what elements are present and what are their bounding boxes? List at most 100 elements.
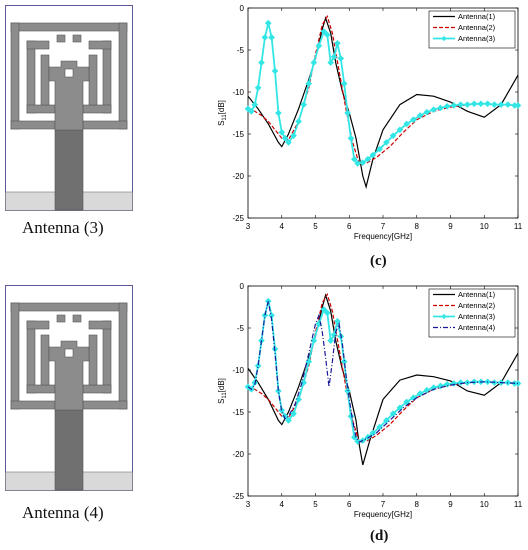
x-axis-label: Frequency[GHz]	[354, 232, 412, 241]
series-3-marker	[389, 410, 397, 417]
x-tick-label: 10	[480, 222, 489, 231]
sublabel-d: (d)	[370, 528, 389, 544]
series-3-marker	[320, 306, 328, 313]
top-slot-right	[72, 314, 82, 323]
series-3-marker	[327, 337, 334, 344]
y-tick-label: 0	[240, 4, 245, 13]
chart-d: 3 4 5 6 7 8 9 10 11 0 -5 -10 -15 -20 -25 Frequency[GHz]…	[210, 278, 528, 528]
series-3-marker	[416, 112, 424, 119]
series-3-marker	[251, 101, 259, 108]
series-3-marker	[504, 101, 512, 108]
series-3-marker	[369, 151, 377, 159]
x-tick-label: 6	[347, 500, 352, 509]
antenna-trace-8	[88, 320, 112, 330]
x-tick-label: 7	[381, 500, 386, 509]
series-3-marker	[340, 80, 348, 87]
series-3-marker	[271, 67, 279, 75]
feed-line	[54, 129, 84, 211]
y-tick-label: -10	[232, 88, 244, 97]
x-tick-label: 11	[514, 222, 523, 231]
series-3-marker	[403, 398, 410, 406]
x-tick-label: 5	[313, 222, 318, 231]
legend-label-4: Antenna(4)	[458, 323, 496, 332]
antenna-trace-3	[10, 120, 56, 130]
series-3-marker	[278, 129, 286, 136]
x-tick-label: 8	[415, 222, 420, 231]
antenna-trace-7	[102, 40, 112, 114]
y-tick-label: -20	[232, 172, 244, 181]
series-3-marker	[264, 19, 272, 27]
series-3-marker	[285, 139, 292, 146]
antenna-3-figure	[5, 5, 133, 211]
series-3-marker	[457, 101, 464, 108]
antenna-trace-12	[88, 54, 98, 106]
antenna-trace-6	[26, 40, 50, 50]
antenna-trace-11	[40, 334, 50, 386]
series-3-marker	[324, 309, 331, 317]
antenna-trace-5	[26, 40, 36, 114]
x-tick-label: 10	[480, 500, 489, 509]
series-3-marker	[514, 380, 522, 387]
antenna-trace-4	[82, 400, 128, 410]
series-3-marker	[403, 120, 410, 128]
series-3-marker	[437, 382, 444, 390]
antenna-trace-7	[102, 320, 112, 394]
series-3-marker	[497, 101, 505, 108]
series-3-marker	[470, 100, 478, 108]
x-tick-label: 9	[448, 222, 453, 231]
series-3-marker	[423, 108, 431, 116]
antenna-4-figure	[5, 285, 133, 491]
y-tick-label: -20	[232, 450, 244, 459]
y-tick-label: 0	[240, 282, 245, 291]
x-tick-label: 7	[381, 222, 386, 231]
legend-label-2: Antenna(2)	[458, 23, 496, 32]
series-3-marker	[285, 417, 292, 424]
series-3-marker	[344, 109, 351, 117]
series-3-marker	[261, 34, 269, 41]
antenna-4-layout	[5, 285, 133, 491]
antenna-trace-12	[88, 334, 98, 386]
antenna-trace-10	[82, 384, 112, 394]
antenna-trace-8	[88, 40, 112, 50]
series-3-marker	[320, 28, 328, 35]
y-axis-label: S11[dB]	[217, 100, 228, 126]
x-tick-label: 3	[246, 500, 251, 509]
antenna-3-caption: Antenna (3)	[22, 218, 104, 237]
series-3-marker	[450, 102, 458, 109]
antenna-trace-9	[26, 104, 56, 114]
antenna-trace-1	[10, 22, 20, 130]
central-radiator	[48, 60, 90, 131]
series-3-marker	[300, 101, 307, 108]
series-3-marker	[290, 132, 297, 139]
x-tick-label: 3	[246, 222, 251, 231]
series-3-marker	[354, 438, 361, 445]
y-tick-label: -5	[237, 324, 245, 333]
series-3-marker	[464, 101, 471, 108]
antenna-trace-11	[40, 54, 50, 106]
antenna-trace-0	[10, 22, 128, 32]
series-3-marker	[254, 362, 262, 370]
series-3-marker	[327, 59, 334, 66]
antenna-trace-5	[26, 320, 36, 394]
antenna-trace-2	[118, 302, 128, 410]
series-3-marker	[491, 101, 498, 108]
antenna-trace-0	[10, 302, 128, 312]
feed-line	[54, 409, 84, 491]
series-3-marker	[457, 379, 464, 386]
series-3-marker	[443, 380, 451, 388]
series-3-marker	[334, 317, 341, 325]
x-tick-label: 6	[347, 222, 352, 231]
series-3-marker	[347, 412, 355, 420]
series-3-marker	[351, 155, 358, 163]
legend-label-3: Antenna(3)	[458, 34, 496, 43]
legend-box	[428, 10, 516, 49]
top-slot-left	[56, 34, 66, 43]
x-tick-label: 11	[514, 500, 523, 509]
series-3-marker	[254, 84, 262, 92]
y-tick-label: -10	[232, 366, 244, 375]
series-3-marker	[310, 337, 318, 344]
x-axis-label: Frequency[GHz]	[354, 510, 412, 519]
series-3-marker	[430, 106, 437, 113]
antenna-trace-2	[118, 22, 128, 130]
series-3-marker	[389, 132, 397, 139]
